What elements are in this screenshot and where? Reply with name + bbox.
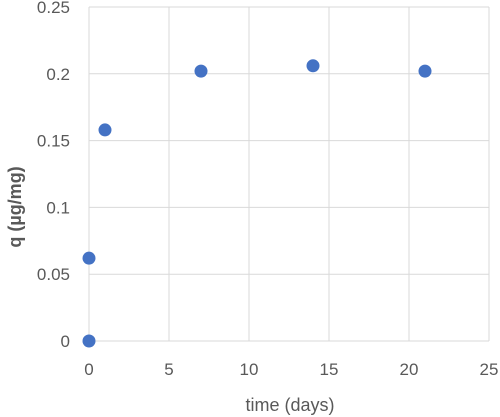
x-tick-label: 10 [240, 360, 259, 379]
x-tick-label: 15 [320, 360, 339, 379]
data-point [82, 251, 96, 265]
x-tick-label: 25 [480, 360, 499, 379]
y-axis-tick-labels: 0 0.05 0.1 0.15 0.2 0.25 [37, 0, 70, 351]
y-tick-label: 0 [61, 332, 70, 351]
y-axis-title: q (µg/mg) [5, 166, 25, 247]
y-tick-label: 0.2 [46, 65, 70, 84]
data-points [82, 59, 432, 348]
y-tick-label: 0.05 [37, 265, 70, 284]
x-axis-title: time (days) [245, 395, 334, 415]
x-tick-label: 20 [400, 360, 419, 379]
y-tick-label: 0.25 [37, 0, 70, 17]
data-point [418, 64, 432, 78]
data-point [194, 64, 208, 78]
x-tick-label: 5 [164, 360, 173, 379]
y-tick-label: 0.15 [37, 132, 70, 151]
x-axis-tick-labels: 0 5 10 15 20 25 [84, 360, 498, 379]
data-point [98, 123, 112, 137]
y-tick-label: 0.1 [46, 198, 70, 217]
data-point [82, 334, 96, 348]
data-point [306, 59, 320, 73]
gridlines [88, 6, 490, 342]
x-tick-label: 0 [84, 360, 93, 379]
